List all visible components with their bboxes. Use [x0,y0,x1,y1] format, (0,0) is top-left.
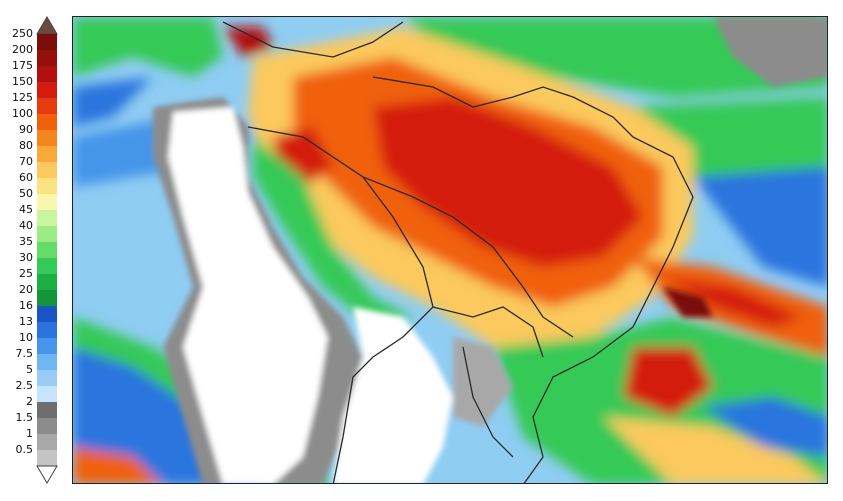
legend-swatch [37,178,57,195]
dry-areas [153,17,827,483]
legend-label: 80 [19,139,33,152]
legend-swatch [37,370,57,387]
border-argentina [462,346,514,458]
legend-label: 50 [19,187,33,200]
legend-swatch [37,258,57,275]
border-brazil-coast [523,136,694,483]
legend-swatch [37,418,57,435]
map-canvas [73,17,827,483]
legend-swatch [37,34,57,51]
legend-label: 70 [19,155,33,168]
country-borders [222,21,694,483]
legend-label: 25 [19,267,33,280]
legend-label: 175 [12,59,33,72]
legend-label: 2 [26,395,33,408]
legend-swatch [37,450,57,467]
legend-label: 1.5 [15,411,34,424]
legend-swatch [37,402,57,419]
legend-label: 13 [19,315,33,328]
border-paraguay [432,306,544,358]
legend-label: 150 [12,75,33,88]
border-interior [362,176,574,338]
legend-swatch [37,306,57,323]
legend-swatch [37,162,57,179]
legend-label: 2.5 [15,379,34,392]
legend-cap-bottom [36,465,58,484]
legend-label: 0.5 [15,443,34,456]
legend-swatch [37,242,57,259]
legend-label: 1 [26,427,33,440]
legend-label: 100 [12,107,33,120]
legend-swatch [37,146,57,163]
legend-swatch [37,114,57,131]
legend-swatch [37,194,57,211]
legend-label: 7.5 [15,347,34,360]
legend-swatch [37,386,57,403]
precipitation-legend: 250 200 175 150 125 100 90 80 70 60 50 45 40 35 30 25 20… [0,0,70,501]
border-guianas [372,76,634,138]
legend-label: 250 [12,27,33,40]
precipitation-field [73,17,827,483]
legend-swatch [37,82,57,99]
legend-swatch [37,338,57,355]
legend-swatch [37,322,57,339]
border-north [222,21,404,58]
legend-swatch [37,354,57,371]
legend-swatch [37,50,57,67]
legend-swatch [37,210,57,227]
legend-label: 90 [19,123,33,136]
legend-swatch [37,274,57,291]
legend-swatch [37,290,57,307]
legend-label: 30 [19,251,33,264]
legend-swatch [37,66,57,83]
legend-swatch [37,98,57,115]
precipitation-map [72,16,828,484]
legend-label: 5 [26,363,33,376]
legend-label: 10 [19,331,33,344]
legend-label: 60 [19,171,33,184]
legend-label: 125 [12,91,33,104]
legend-swatch [37,434,57,451]
legend-label: 35 [19,235,33,248]
legend-cap-top [36,16,58,35]
legend-label: 16 [19,299,33,312]
legend-colorbar [36,16,58,484]
legend-swatch [37,226,57,243]
legend-label: 20 [19,283,33,296]
legend-label: 200 [12,43,33,56]
legend-swatch [37,130,57,147]
legend-label: 40 [19,219,33,232]
legend-label: 45 [19,203,33,216]
